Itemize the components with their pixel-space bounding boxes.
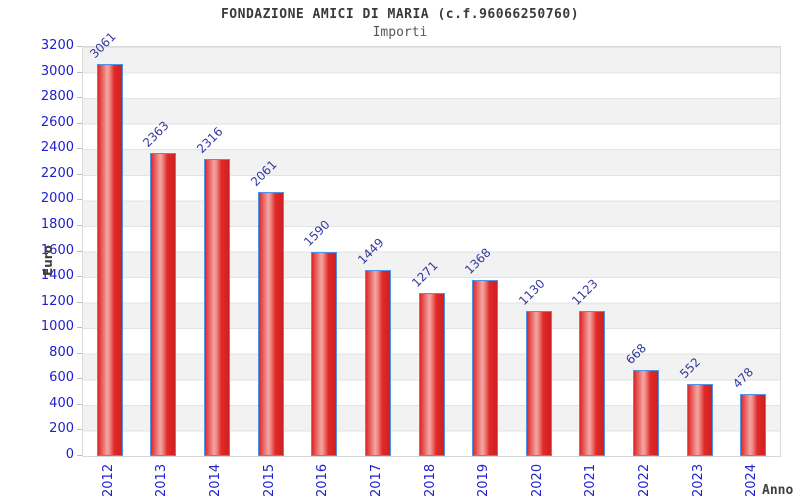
- bar-2014: [204, 159, 231, 456]
- y-tick-mark: [77, 46, 82, 47]
- y-tick-mark: [77, 455, 82, 456]
- bar-2024: [740, 393, 767, 456]
- x-tick-label: 2019: [476, 463, 492, 497]
- y-tick-mark: [77, 250, 82, 252]
- y-tick-label: 0: [65, 447, 74, 462]
- y-tick-mark: [77, 122, 82, 124]
- x-tick-label: 2017: [368, 463, 384, 497]
- bar-2016: [311, 251, 338, 456]
- bar-2019: [472, 280, 499, 456]
- y-tick-label: 2600: [40, 114, 74, 130]
- x-axis-title: Anno: [762, 483, 794, 498]
- x-tick-label: 2023: [690, 463, 706, 497]
- y-tick-label: 600: [49, 370, 74, 386]
- y-tick-label: 400: [49, 395, 74, 411]
- y-tick-label: 2400: [40, 140, 74, 156]
- y-tick-mark: [77, 403, 82, 405]
- y-tick-label: 1800: [40, 216, 74, 232]
- y-tick-label: 2800: [40, 89, 74, 105]
- y-tick-label: 2200: [40, 165, 74, 181]
- bar-2012: [96, 63, 123, 456]
- y-tick-mark: [77, 148, 82, 150]
- chart-subtitle: Importi: [372, 25, 428, 40]
- y-tick-label: 3200: [40, 38, 74, 53]
- plot-area: [82, 46, 781, 457]
- y-tick-label: 1400: [40, 268, 74, 284]
- y-tick-mark: [77, 378, 82, 380]
- chart-title: FONDAZIONE AMICI DI MARIA (c.f.960662507…: [220, 7, 580, 22]
- x-tick-label: 2021: [583, 463, 599, 497]
- y-tick-mark: [77, 71, 82, 73]
- y-tick-mark: [77, 301, 82, 303]
- y-tick-mark: [77, 276, 82, 278]
- x-tick-label: 2013: [154, 463, 170, 497]
- x-tick-label: 2018: [422, 463, 438, 497]
- bar-2018: [418, 292, 445, 456]
- x-tick-label: 2016: [315, 463, 331, 497]
- y-tick-mark: [77, 199, 82, 201]
- y-tick-label: 1600: [40, 242, 74, 258]
- y-tick-mark: [77, 173, 82, 175]
- bar-2021: [579, 311, 606, 456]
- bar-2020: [525, 310, 552, 456]
- y-tick-mark: [77, 224, 82, 226]
- y-tick-label: 800: [49, 344, 74, 360]
- bar-2013: [150, 152, 177, 456]
- x-tick-label: 2012: [100, 463, 116, 497]
- y-tick-label: 1000: [40, 319, 74, 335]
- x-tick-label: 2024: [744, 463, 760, 497]
- y-tick-label: 200: [49, 421, 74, 437]
- x-tick-label: 2015: [261, 463, 277, 497]
- y-tick-label: 3000: [40, 63, 74, 79]
- y-tick-mark: [77, 327, 82, 329]
- x-tick-label: 2022: [636, 463, 652, 497]
- x-tick-label: 2014: [208, 463, 224, 497]
- y-tick-mark: [77, 429, 82, 431]
- y-tick-mark: [77, 97, 82, 99]
- bar-2022: [632, 369, 659, 456]
- x-tick-label: 2020: [529, 463, 545, 497]
- y-tick-label: 1200: [40, 293, 74, 309]
- bar-2015: [257, 191, 284, 456]
- y-tick-label: 2000: [40, 191, 74, 207]
- bar-2023: [686, 384, 713, 456]
- y-axis-title: Euro: [41, 245, 55, 276]
- y-tick-mark: [77, 352, 82, 354]
- bar-2017: [364, 269, 391, 456]
